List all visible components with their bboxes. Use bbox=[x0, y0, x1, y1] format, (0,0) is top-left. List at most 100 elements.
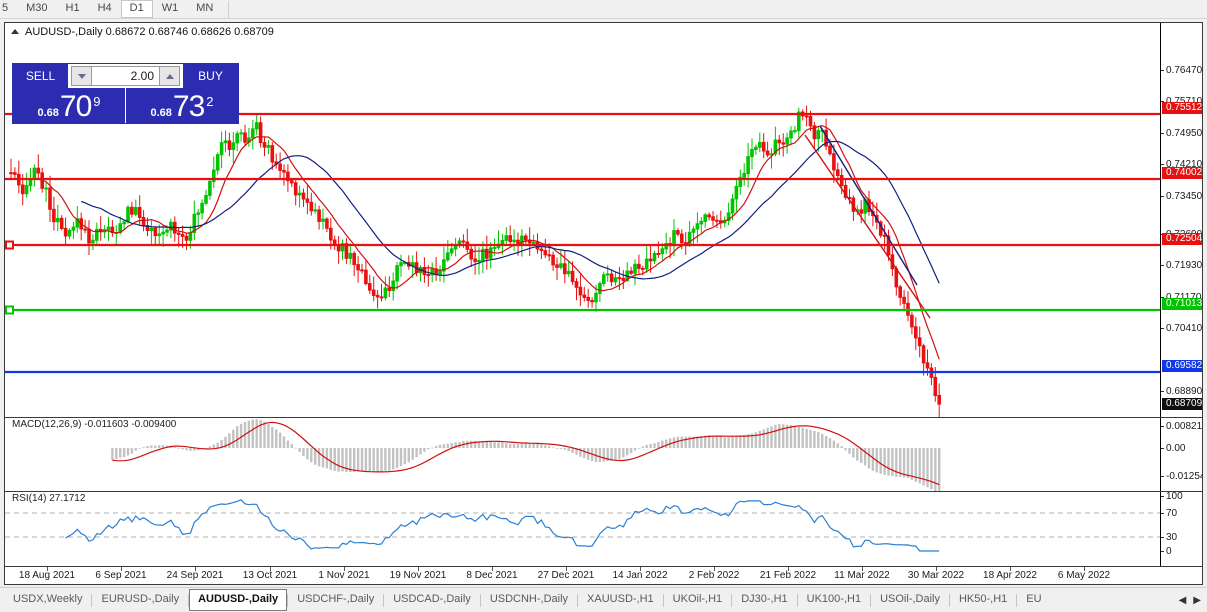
macd-bar bbox=[294, 447, 297, 449]
macd-bar bbox=[111, 448, 114, 461]
symbol-tab-usdcad-daily[interactable]: USDCAD-,Daily bbox=[393, 593, 471, 605]
candle bbox=[524, 233, 528, 244]
price-badge-resistance-1[interactable]: 0.75512 bbox=[1162, 102, 1202, 114]
volume-input[interactable]: 2.00 bbox=[92, 66, 159, 86]
macd-indicator-pane[interactable]: MACD(12,26,9) -0.011603 -0.009400 0.0082… bbox=[5, 417, 1202, 491]
symbol-tab-bar[interactable]: USDX,Weekly EURUSD-,Daily AUDUSD-,Daily USD… bbox=[0, 587, 1207, 612]
ask-price[interactable]: 0.68 73 2 bbox=[125, 88, 238, 123]
timeframe-button-m15[interactable]: 5 bbox=[2, 2, 9, 14]
candle bbox=[368, 274, 372, 295]
macd-bar bbox=[930, 448, 933, 490]
price-badge-last-price[interactable]: 0.68709 bbox=[1162, 398, 1202, 410]
sell-button[interactable]: SELL bbox=[13, 64, 68, 88]
macd-bar bbox=[236, 426, 239, 448]
candle bbox=[391, 272, 395, 301]
price-tick: 0.74210 bbox=[1161, 159, 1202, 170]
candle bbox=[336, 236, 341, 264]
rsi-indicator-pane[interactable]: RSI(14) 27.1712 100 70 30 0 bbox=[5, 491, 1202, 566]
macd-bar bbox=[902, 448, 906, 478]
chart-window[interactable]: AUDUSD-,Daily 0.68672 0.68746 0.68626 0.… bbox=[4, 22, 1203, 585]
time-scale[interactable]: 18 Aug 2021 6 Sep 2021 24 Sep 2021 13 Oct 2… bbox=[5, 566, 1202, 584]
macd-bar bbox=[216, 442, 219, 448]
candle bbox=[348, 243, 353, 265]
symbol-tab-uk100-h1[interactable]: UK100-,H1 bbox=[806, 593, 862, 605]
ask-price-main: 73 bbox=[172, 90, 205, 123]
one-click-trading-panel[interactable]: SELL 2.00 BUY 0.68 70 bbox=[12, 63, 239, 124]
candle bbox=[161, 225, 165, 247]
candle bbox=[67, 228, 72, 240]
timeframe-button-h1[interactable]: H1 bbox=[65, 2, 80, 14]
macd-bar bbox=[813, 431, 816, 448]
candle bbox=[184, 232, 189, 251]
price-badge-resistance-2[interactable]: 0.74002 bbox=[1162, 167, 1202, 179]
candle bbox=[633, 259, 637, 286]
buy-button[interactable]: BUY bbox=[183, 64, 238, 88]
chevron-up-icon bbox=[165, 73, 174, 79]
bid-price[interactable]: 0.68 70 9 bbox=[13, 88, 125, 123]
macd-bar bbox=[232, 429, 235, 448]
symbol-tab-eu[interactable]: EU bbox=[1026, 593, 1042, 605]
macd-bar bbox=[704, 435, 707, 448]
bid-price-main: 70 bbox=[59, 90, 92, 123]
price-badge-support-blue[interactable]: 0.69582 bbox=[1162, 360, 1202, 372]
candle bbox=[609, 270, 614, 287]
symbol-tab-xauusd-h1[interactable]: XAUUSD-,H1 bbox=[587, 593, 654, 605]
volume-decrease-button[interactable] bbox=[71, 66, 92, 86]
macd-bar bbox=[832, 440, 836, 448]
candle bbox=[227, 132, 232, 157]
tab-scroll-left-icon[interactable]: ◀ bbox=[1178, 594, 1187, 606]
collapse-triangle-icon[interactable] bbox=[11, 29, 19, 34]
symbol-tab-ukoil-h1[interactable]: UKOil-,H1 bbox=[672, 593, 723, 605]
candle bbox=[664, 232, 669, 255]
timeframe-button-mn[interactable]: MN bbox=[196, 2, 214, 14]
ask-price-prefix: 0.68 bbox=[150, 107, 172, 119]
macd-bar bbox=[509, 443, 512, 448]
candle bbox=[297, 185, 302, 208]
symbol-tab-usdx-weekly[interactable]: USDX,Weekly bbox=[13, 593, 83, 605]
symbol-tab-usoil-daily[interactable]: USOil-,Daily bbox=[880, 593, 940, 605]
macd-bar bbox=[567, 448, 570, 452]
candle bbox=[469, 245, 473, 267]
symbol-tab-usdchf-daily[interactable]: USDCHF-,Daily bbox=[297, 593, 375, 605]
timeframe-button-m30[interactable]: M30 bbox=[26, 2, 48, 14]
price-badge-resistance-3[interactable]: 0.72504 bbox=[1162, 233, 1202, 245]
timeframe-button-h4[interactable]: H4 bbox=[97, 2, 112, 14]
macd-bar bbox=[700, 436, 703, 448]
symbol-tab-audusd-daily[interactable]: AUDUSD-,Daily bbox=[189, 589, 288, 611]
timeframe-button-d1[interactable]: D1 bbox=[120, 0, 153, 18]
symbol-tab-usdcnh-daily[interactable]: USDCNH-,Daily bbox=[489, 593, 569, 605]
macd-bar bbox=[372, 448, 375, 473]
level-line-green-handle[interactable] bbox=[5, 305, 14, 315]
candle bbox=[898, 284, 903, 306]
symbol-tab-hk50-h1[interactable]: HK50-,H1 bbox=[958, 593, 1008, 605]
tab-scroll-right-icon[interactable]: ▶ bbox=[1193, 594, 1201, 606]
macd-bar bbox=[259, 420, 262, 448]
price-badge-support-green[interactable]: 0.71013 bbox=[1162, 298, 1202, 310]
candle bbox=[407, 255, 411, 270]
price-pane[interactable]: AUDUSD-,Daily 0.68672 0.68746 0.68626 0.… bbox=[5, 23, 1202, 417]
macd-bar bbox=[489, 441, 492, 448]
symbol-tab-eurusd-daily[interactable]: EURUSD-,Daily bbox=[101, 593, 180, 605]
volume-increase-button[interactable] bbox=[159, 66, 180, 86]
macd-bar bbox=[286, 440, 290, 448]
candle bbox=[578, 274, 583, 306]
macd-bar bbox=[918, 448, 921, 484]
volume-stepper[interactable]: 2.00 bbox=[68, 64, 183, 88]
price-scale[interactable]: 0.764700.757100.749500.742100.734500.726… bbox=[1160, 23, 1202, 417]
time-tick-label: 21 Feb 2022 bbox=[759, 570, 817, 581]
candle bbox=[95, 222, 99, 244]
candle bbox=[906, 291, 910, 322]
timeframe-button-w1[interactable]: W1 bbox=[161, 2, 179, 14]
macd-bar bbox=[821, 433, 824, 448]
macd-bar bbox=[520, 443, 524, 448]
candle bbox=[777, 135, 782, 156]
price-plot-area[interactable] bbox=[5, 23, 1160, 417]
macd-tick: 0.008217 bbox=[1161, 421, 1202, 432]
symbol-tab-dj30-h1[interactable]: DJ30-,H1 bbox=[741, 593, 788, 605]
macd-bar bbox=[906, 448, 910, 478]
macd-bar bbox=[403, 448, 407, 465]
price-tick: 0.73450 bbox=[1161, 191, 1202, 202]
time-tick-mark bbox=[788, 567, 789, 571]
level-line-red-3-handle[interactable] bbox=[5, 240, 14, 250]
macd-bar bbox=[228, 433, 231, 448]
